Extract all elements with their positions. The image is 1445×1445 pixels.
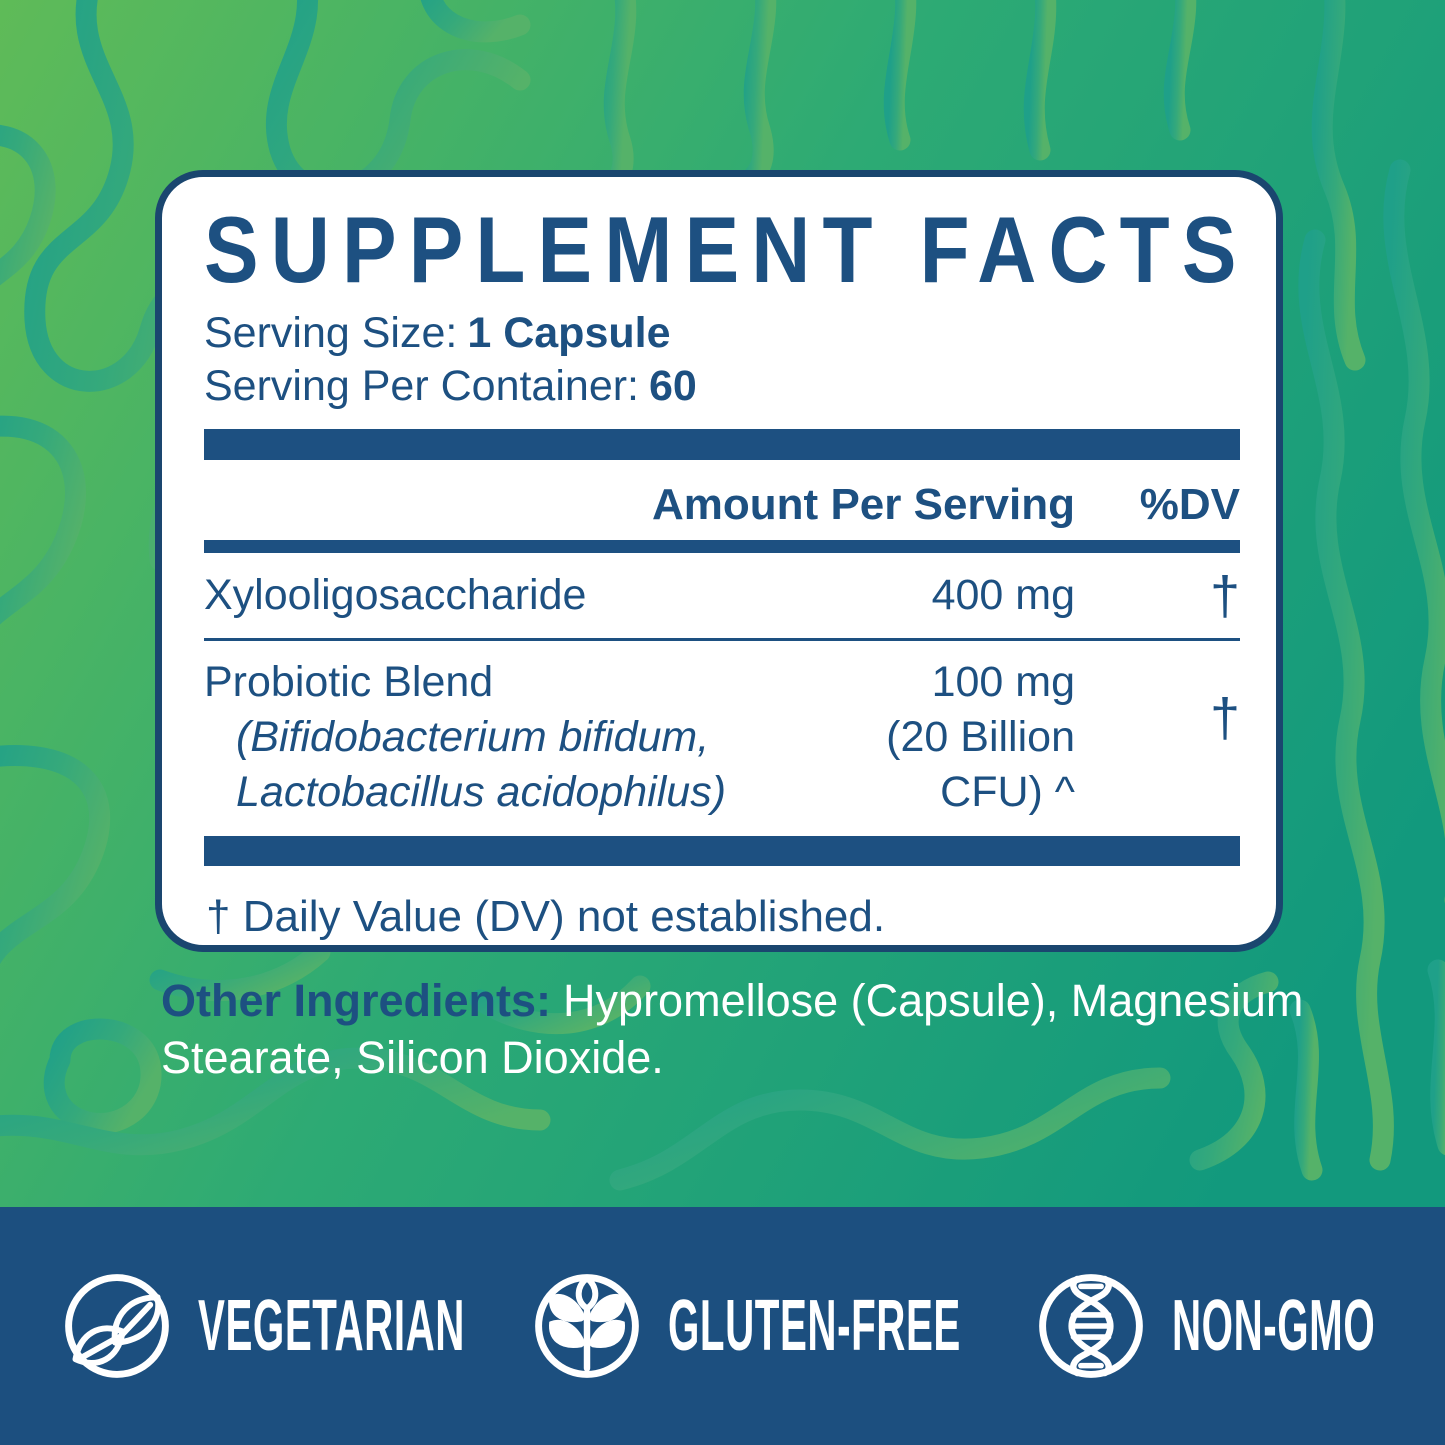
badge-gluten-free: GLUTEN-FREE — [528, 1267, 970, 1385]
ingredient-name: Xylooligosaccharide — [204, 571, 587, 619]
ingredient-dv: † — [1075, 569, 1240, 623]
supplement-facts-panel: SUPPLEMENT FACTS Serving Size: 1 Capsule … — [155, 170, 1283, 952]
badge-label-box: VEGETARIAN — [198, 1287, 472, 1365]
badge-label: NON-GMO — [1172, 1286, 1376, 1366]
wheat-icon — [535, 1274, 639, 1378]
divider-bar-bottom — [204, 836, 1240, 866]
bottom-band: VEGETARIAN GLUTEN-FREE — [0, 1207, 1445, 1445]
table-row-xylooligosaccharide: Xylooligosaccharide 400 mg † — [204, 553, 1240, 638]
table-header: Amount Per Serving %DV — [204, 460, 1240, 540]
dagger-symbol: † — [1209, 565, 1240, 626]
badge-label: GLUTEN-FREE — [668, 1286, 961, 1366]
table-row-probiotic-blend: Probiotic Blend (Bifidobacterium bifidum… — [204, 641, 1240, 836]
dagger-symbol: † — [1209, 688, 1240, 748]
daily-value-footnote: † Daily Value (DV) not established. — [206, 892, 886, 941]
ingredient-amount: 400 mg — [931, 571, 1075, 619]
other-ingredients: Other Ingredients: Hypromellose (Capsule)… — [161, 972, 1426, 1086]
badge-vegetarian: VEGETARIAN — [58, 1267, 472, 1385]
row-separator — [204, 638, 1240, 641]
other-ingredients-text: Hypromellose (Capsule), Magnesium Steara… — [161, 975, 1304, 1083]
servings-per-container-label: Serving Per Container: — [204, 362, 639, 410]
badge-label: VEGETARIAN — [198, 1286, 465, 1366]
serving-size-label: Serving Size: — [204, 309, 458, 357]
badge-label-box: GLUTEN-FREE — [668, 1287, 970, 1365]
divider-bar-top — [204, 429, 1240, 460]
badge-non-gmo: NON-GMO — [1032, 1267, 1394, 1385]
leaf-icon — [65, 1274, 169, 1378]
ingredient-amount: 100 mg (20 Billion CFU) ^ — [835, 655, 1075, 820]
servings-per-container-line: Serving Per Container: 60 — [204, 360, 1240, 413]
divider-bar-header — [204, 540, 1240, 553]
supplement-facts-title: SUPPLEMENT FACTS — [204, 197, 1249, 302]
ingredient-name-line1: Probiotic Blend — [204, 658, 494, 706]
ingredient-amount-line2: (20 Billion — [886, 713, 1075, 761]
serving-size-value: 1 Capsule — [467, 309, 671, 357]
badge-label-box: NON-GMO — [1172, 1287, 1394, 1365]
ingredient-name-line3: Lactobacillus acidophilus) — [236, 768, 727, 816]
ingredient-amount-line1: 100 mg — [931, 658, 1075, 706]
servings-per-container-value: 60 — [649, 362, 697, 410]
serving-size-line: Serving Size: 1 Capsule — [204, 307, 1240, 360]
ingredient-name-line2: (Bifidobacterium bifidum, — [236, 713, 710, 761]
dna-icon — [1039, 1274, 1143, 1378]
column-header-dv: %DV — [1139, 480, 1240, 529]
ingredient-amount-line3: CFU) ^ — [940, 768, 1075, 816]
ingredient-dv: † — [1075, 691, 1240, 745]
other-ingredients-label: Other Ingredients: — [161, 975, 552, 1026]
column-header-amount: Amount Per Serving — [652, 480, 1075, 529]
ingredient-name: Probiotic Blend (Bifidobacterium bifidum… — [204, 655, 835, 820]
